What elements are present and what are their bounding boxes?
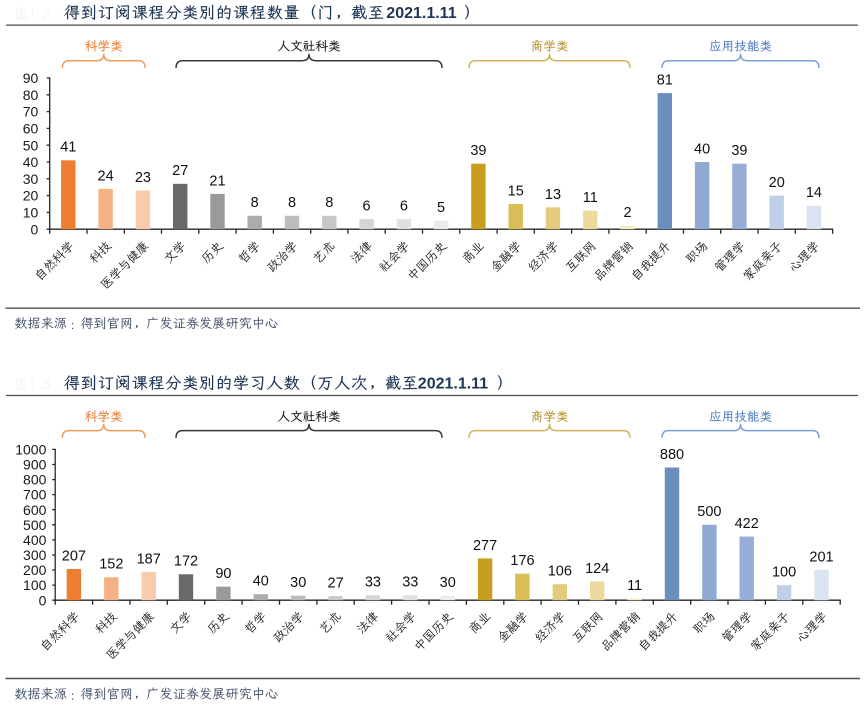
svg-text:33: 33 — [365, 575, 381, 591]
svg-text:100: 100 — [23, 577, 47, 593]
svg-text:30: 30 — [290, 575, 306, 591]
svg-text:30: 30 — [23, 171, 39, 187]
svg-text:152: 152 — [99, 557, 123, 573]
svg-text:187: 187 — [137, 551, 161, 567]
svg-text:300: 300 — [23, 547, 47, 563]
svg-text:60: 60 — [23, 121, 39, 137]
svg-text:14: 14 — [806, 185, 822, 201]
svg-text:40: 40 — [23, 154, 39, 170]
svg-text:176: 176 — [510, 553, 534, 569]
svg-text:41: 41 — [60, 140, 76, 156]
svg-text:8: 8 — [325, 195, 333, 211]
svg-text:900: 900 — [23, 457, 47, 473]
svg-text:27: 27 — [172, 163, 188, 179]
svg-text:277: 277 — [473, 538, 497, 554]
svg-text:20: 20 — [23, 188, 39, 204]
svg-text:0: 0 — [31, 221, 39, 237]
svg-text:600: 600 — [23, 502, 47, 518]
svg-text:124: 124 — [585, 561, 609, 577]
svg-text:207: 207 — [62, 548, 86, 564]
svg-text:500: 500 — [23, 517, 47, 533]
svg-text:100: 100 — [772, 565, 796, 581]
svg-text:90: 90 — [23, 70, 39, 86]
svg-text:2021.1.11: 2021.1.11 — [418, 376, 488, 393]
svg-text:422: 422 — [735, 516, 759, 532]
svg-text:8: 8 — [288, 195, 296, 211]
svg-text:23: 23 — [135, 170, 151, 186]
svg-text:80: 80 — [23, 87, 39, 103]
svg-text:2021.1.11: 2021.1.11 — [386, 5, 456, 22]
svg-text:81: 81 — [657, 73, 673, 89]
svg-text:2: 2 — [623, 205, 631, 221]
svg-text:700: 700 — [23, 487, 47, 503]
svg-text:880: 880 — [660, 447, 684, 463]
svg-text:201: 201 — [809, 549, 833, 565]
svg-text:30: 30 — [440, 575, 456, 591]
svg-text:0: 0 — [39, 592, 47, 608]
svg-text:8: 8 — [251, 195, 259, 211]
svg-text:39: 39 — [470, 143, 486, 159]
svg-text:27: 27 — [328, 576, 344, 592]
svg-text:40: 40 — [694, 141, 710, 157]
svg-text:800: 800 — [23, 472, 47, 488]
svg-text:106: 106 — [548, 564, 572, 580]
svg-text:400: 400 — [23, 532, 47, 548]
svg-text:33: 33 — [402, 575, 418, 591]
svg-text:50: 50 — [23, 137, 39, 153]
svg-text:24: 24 — [98, 168, 114, 184]
svg-text:500: 500 — [697, 504, 721, 520]
svg-text:200: 200 — [23, 562, 47, 578]
svg-text:10: 10 — [23, 205, 39, 221]
svg-text:11: 11 — [627, 578, 642, 594]
svg-text:1000: 1000 — [15, 442, 46, 458]
svg-text:5: 5 — [437, 200, 445, 216]
svg-text:13: 13 — [545, 187, 561, 203]
svg-text:15: 15 — [508, 183, 524, 199]
svg-text:172: 172 — [174, 554, 198, 570]
svg-text:11: 11 — [583, 190, 598, 206]
svg-text:90: 90 — [215, 566, 231, 582]
svg-text:6: 6 — [400, 199, 408, 215]
svg-text:21: 21 — [209, 173, 225, 189]
svg-text:70: 70 — [23, 104, 39, 120]
svg-text:40: 40 — [253, 574, 269, 590]
svg-text:6: 6 — [363, 199, 371, 215]
svg-text:20: 20 — [769, 175, 785, 191]
svg-text:39: 39 — [731, 143, 747, 159]
